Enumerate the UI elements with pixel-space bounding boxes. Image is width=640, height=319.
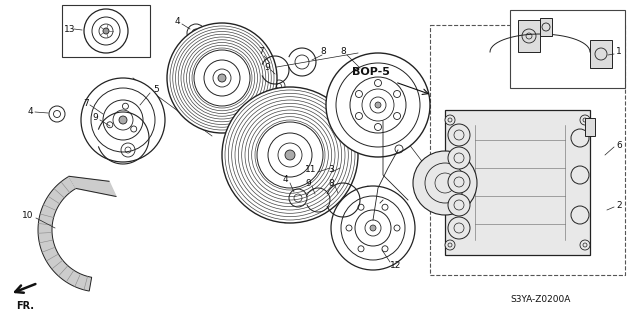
Circle shape	[448, 147, 470, 169]
Bar	[590, 40, 612, 68]
Circle shape	[448, 171, 470, 193]
Text: 9: 9	[264, 63, 269, 72]
Text: 3: 3	[328, 166, 333, 174]
Circle shape	[119, 116, 127, 124]
Bar	[540, 18, 552, 36]
Bar	[430, 25, 625, 275]
Circle shape	[194, 50, 250, 106]
Circle shape	[580, 115, 590, 125]
Circle shape	[257, 122, 323, 188]
Text: 5: 5	[153, 85, 159, 94]
Text: S3YA-Z0200A: S3YA-Z0200A	[510, 295, 570, 305]
Text: 10: 10	[22, 211, 33, 219]
Text: 1: 1	[616, 48, 621, 56]
Text: 7: 7	[83, 99, 89, 108]
Circle shape	[445, 115, 455, 125]
Text: 9: 9	[92, 114, 98, 122]
Circle shape	[103, 28, 109, 34]
Text: 2: 2	[616, 201, 621, 210]
Bar	[510, 10, 625, 88]
Circle shape	[81, 78, 165, 162]
Circle shape	[448, 124, 470, 146]
Circle shape	[413, 151, 477, 215]
Circle shape	[445, 240, 455, 250]
Text: 11: 11	[305, 166, 317, 174]
Text: 8: 8	[328, 179, 333, 188]
Text: 4: 4	[283, 175, 289, 184]
Circle shape	[571, 129, 589, 147]
Circle shape	[222, 87, 358, 223]
Text: 8: 8	[320, 48, 326, 56]
Circle shape	[375, 102, 381, 108]
Circle shape	[370, 225, 376, 231]
Text: 8: 8	[340, 48, 346, 56]
Text: 9: 9	[305, 179, 311, 188]
Circle shape	[167, 23, 277, 133]
Bar	[585, 118, 595, 136]
Polygon shape	[69, 176, 116, 197]
Text: 4: 4	[28, 108, 34, 116]
Text: 12: 12	[390, 261, 401, 270]
Text: 13: 13	[64, 25, 76, 33]
Polygon shape	[38, 176, 92, 291]
Text: BOP-5: BOP-5	[352, 67, 390, 77]
Bar	[445, 110, 590, 255]
Bar	[62, 5, 150, 57]
Text: 7: 7	[258, 48, 264, 56]
Circle shape	[326, 53, 430, 157]
Circle shape	[571, 206, 589, 224]
Text: 4: 4	[175, 18, 180, 26]
Circle shape	[580, 240, 590, 250]
Circle shape	[218, 74, 226, 82]
Text: FR.: FR.	[16, 301, 34, 311]
Circle shape	[448, 194, 470, 216]
Circle shape	[331, 186, 415, 270]
Bar	[518, 20, 540, 52]
Circle shape	[571, 166, 589, 184]
Circle shape	[448, 217, 470, 239]
Circle shape	[285, 150, 295, 160]
Text: 6: 6	[616, 140, 621, 150]
